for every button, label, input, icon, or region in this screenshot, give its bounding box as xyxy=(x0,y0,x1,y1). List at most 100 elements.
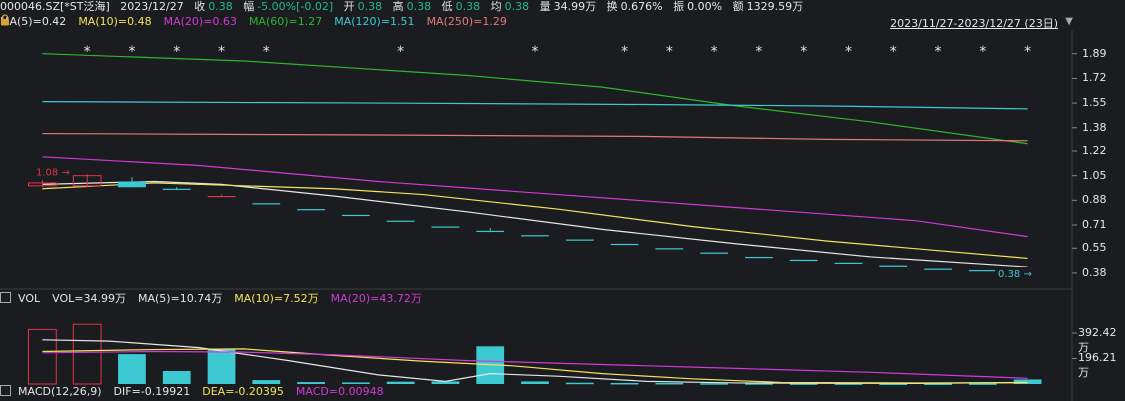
candle-body xyxy=(745,256,773,259)
candle-body xyxy=(386,220,415,222)
legend-entry: MA(10)=7.52万 xyxy=(234,292,319,305)
chg-value: -5.00%[-0.02] xyxy=(257,0,334,13)
volume-bar xyxy=(968,383,997,385)
date-range[interactable]: 2023/11/27-2023/12/27 (23日) xyxy=(890,17,1058,30)
amt-label: 额 xyxy=(732,0,744,13)
candle-body xyxy=(700,252,729,254)
volume-bar xyxy=(610,382,639,385)
candle-body xyxy=(207,195,236,198)
candle-body xyxy=(28,182,57,187)
macd-legend: MACD(12,26,9) DIF=-0.19921 DEA=-0.20395 MAC… xyxy=(0,385,396,399)
ma-line xyxy=(42,53,1028,145)
legend-entry: MA(5)=0.42 xyxy=(0,15,67,28)
price-tick-label: 0.38 xyxy=(1082,265,1107,279)
candle-body xyxy=(968,270,997,272)
volume-legend: VOL VOL=34.99万 MA(5)=10.74万 MA(10)=7.52万 MA(… xyxy=(0,292,434,306)
legend-entry: MA(5)=10.74万 xyxy=(137,292,223,305)
star-marker: * xyxy=(263,44,270,60)
star-marker: * xyxy=(173,44,180,60)
high-price-label: 1.08 → xyxy=(36,167,70,178)
volume-ma-line xyxy=(42,348,1028,384)
candle-body xyxy=(72,175,102,187)
volume-tick-label: 196.21万 xyxy=(1078,351,1117,380)
legend-entry: MA(120)=1.51 xyxy=(334,15,415,28)
candle-body xyxy=(655,248,684,250)
volume-bar xyxy=(162,371,191,384)
candle-body xyxy=(431,226,460,228)
low-value: 0.38 xyxy=(455,0,481,13)
high-value: 0.38 xyxy=(406,0,432,13)
lock-icon[interactable] xyxy=(0,14,10,26)
volume-bar xyxy=(28,328,57,385)
open-value: 0.38 xyxy=(357,0,383,13)
volume-bar xyxy=(521,381,549,384)
star-marker: * xyxy=(397,44,404,60)
legend-entry: MA(60)=1.27 xyxy=(248,15,323,28)
candle-body xyxy=(476,230,505,233)
legend-entry: MA(250)=1.29 xyxy=(426,15,507,28)
star-marker: * xyxy=(979,44,986,60)
legend-entry: MA(10)=0.48 xyxy=(78,15,152,28)
amt-value: 1329.59万 xyxy=(746,0,804,13)
close-value: 0.38 xyxy=(208,0,233,13)
amp-label: 振 xyxy=(673,0,685,13)
panel-toggle-box[interactable] xyxy=(0,385,11,396)
volume-bar xyxy=(924,383,952,385)
legend-entry: MACD(12,26,9) xyxy=(18,385,102,398)
volume-bar xyxy=(879,383,908,385)
volume-bar xyxy=(789,383,818,385)
vol-label: 量 xyxy=(539,0,551,13)
volume-bar xyxy=(252,380,281,384)
candle-body xyxy=(789,259,818,262)
volume-bar xyxy=(431,381,460,384)
star-marker: * xyxy=(1024,44,1031,60)
amp-value: 0.00% xyxy=(687,0,723,13)
candle-body xyxy=(297,209,325,211)
quote-header: 000046.SZ[*ST泛海] 2023/12/27 收 0.38 幅 -5.00… xyxy=(0,0,810,14)
candle-body xyxy=(252,203,281,205)
candle-body xyxy=(834,262,863,264)
ma-line xyxy=(42,132,1028,142)
star-marker: * xyxy=(666,44,673,60)
ma-line xyxy=(42,180,1028,268)
ma-legend: MA(5)=0.42 MA(10)=0.48 MA(20)=0.63 MA(60)=1… xyxy=(0,15,519,29)
legend-entry: MA(20)=43.72万 xyxy=(330,292,422,305)
price-tick-label: 0.55 xyxy=(1082,241,1107,255)
ma-line xyxy=(42,101,1028,110)
star-marker: * xyxy=(890,44,897,60)
legend-entry: VOL=34.99万 xyxy=(52,292,126,305)
volume-tick-label: 392.42万 xyxy=(1078,325,1117,354)
volume-bar xyxy=(72,323,102,385)
open-label: 开 xyxy=(343,0,355,13)
volume-bar xyxy=(386,381,415,384)
star-marker: * xyxy=(845,44,852,60)
star-marker: * xyxy=(755,44,762,60)
star-marker: * xyxy=(621,44,628,60)
price-tick-label: 1.05 xyxy=(1082,168,1107,182)
stock-code: 000046.SZ[*ST泛海] xyxy=(0,0,110,13)
volume-bar xyxy=(297,382,325,384)
avg-value: 0.38 xyxy=(504,0,530,13)
close-label: 收 xyxy=(194,0,206,13)
low-label: 低 xyxy=(441,0,453,13)
turn-value: 0.676% xyxy=(620,0,663,13)
legend-entry: DEA=-0.20395 xyxy=(202,385,284,398)
candle-body xyxy=(565,239,594,241)
price-tick-label: 0.88 xyxy=(1082,193,1107,207)
volume-bar xyxy=(118,354,146,384)
star-marker: * xyxy=(128,44,135,60)
legend-entry: MA(20)=0.63 xyxy=(163,15,237,28)
price-tick-label: 0.71 xyxy=(1082,218,1107,232)
panel-toggle-box[interactable] xyxy=(0,292,11,303)
candle-body xyxy=(521,235,549,237)
caret-down-icon[interactable]: ▼ xyxy=(1065,16,1073,27)
candle-body xyxy=(924,268,952,270)
volume-bar xyxy=(745,383,773,385)
volume-bar xyxy=(834,383,863,385)
price-tick-label: 1.22 xyxy=(1082,143,1107,157)
turn-label: 换 xyxy=(606,0,618,13)
star-marker: * xyxy=(84,44,91,60)
ma-line xyxy=(42,182,1028,260)
star-marker: * xyxy=(532,44,539,60)
